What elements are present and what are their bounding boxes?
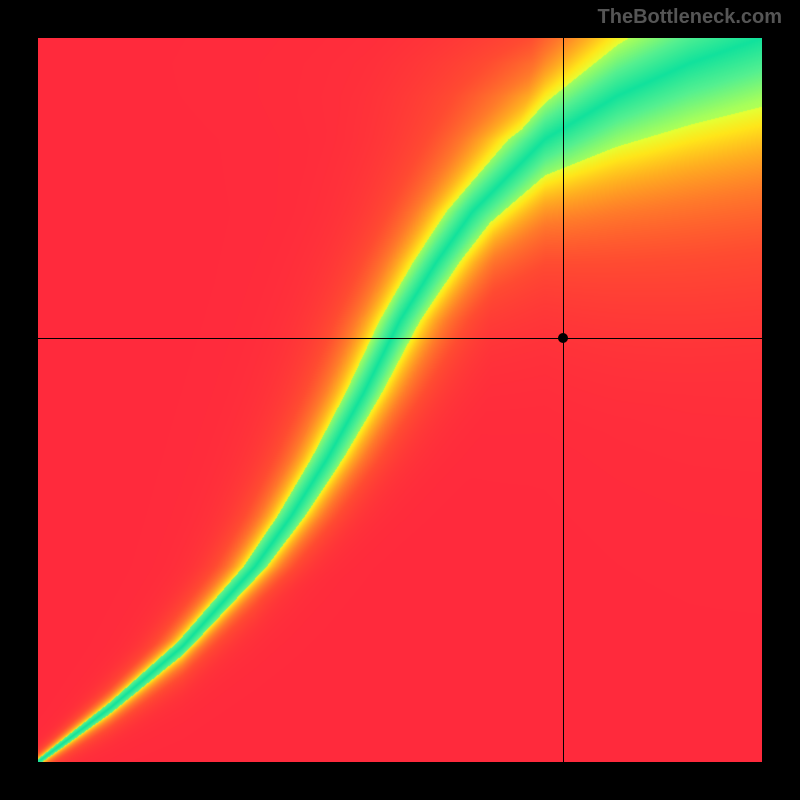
crosshair-marker-dot xyxy=(558,333,568,343)
watermark-text: TheBottleneck.com xyxy=(598,6,782,29)
crosshair-vertical xyxy=(563,38,564,762)
plot-area xyxy=(38,38,762,762)
crosshair-horizontal xyxy=(38,338,762,339)
chart-container: TheBottleneck.com xyxy=(0,0,800,800)
heatmap-canvas xyxy=(38,38,762,762)
